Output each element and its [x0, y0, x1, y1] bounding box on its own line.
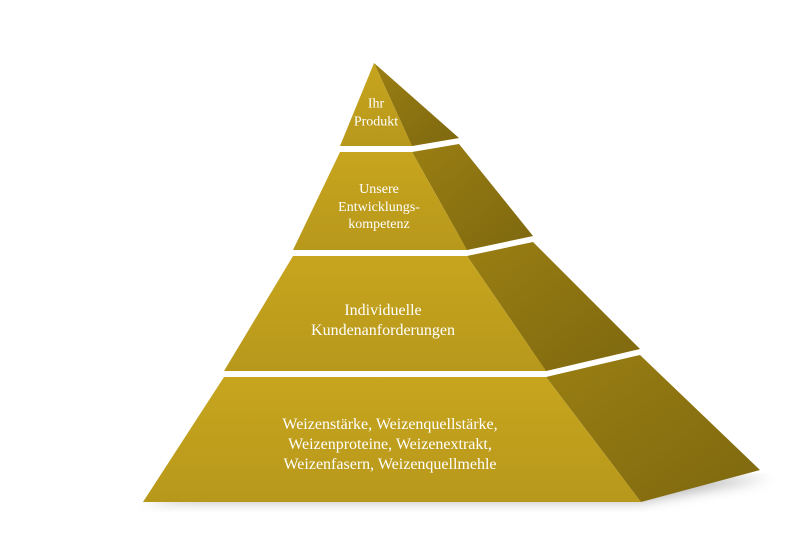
pyramid-diagram: Ihr ProduktUnsere Entwicklungs- kompeten…: [0, 0, 800, 533]
pyramid-svg: [0, 0, 800, 533]
